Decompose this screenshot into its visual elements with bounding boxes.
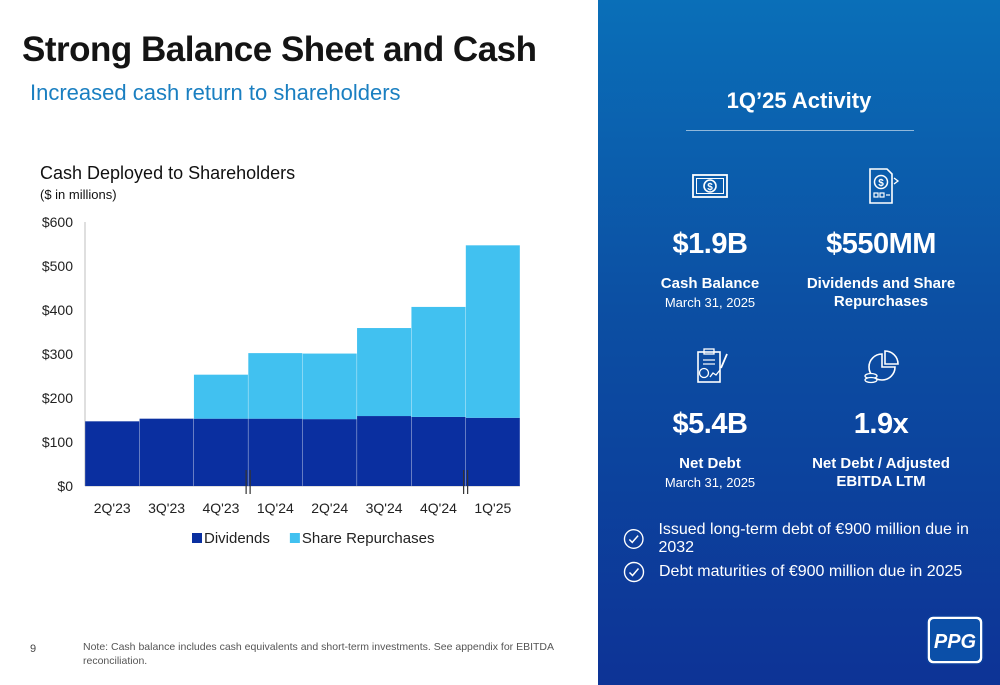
slide-subtitle: Increased cash return to shareholders	[30, 80, 401, 105]
cash-icon: $	[692, 174, 728, 198]
bar-dividends	[248, 418, 303, 486]
legend-swatch-dividends	[192, 533, 202, 543]
stat-value: $5.4B	[672, 408, 748, 440]
bar-share-repurchases	[357, 328, 412, 417]
x-tick-label: 2Q'24	[311, 500, 348, 516]
stat-value: $550MM	[826, 228, 936, 260]
x-tick-label: 3Q'24	[366, 500, 403, 516]
x-tick-label: 1Q'24	[257, 500, 294, 516]
bar-dividends	[85, 421, 140, 486]
x-tick-label: 4Q'24	[420, 500, 457, 516]
panel-title: 1Q’25 Activity	[726, 88, 872, 113]
stat-date: March 31, 2025	[664, 475, 756, 490]
bar-share-repurchases	[411, 306, 466, 417]
ratio-chart-icon	[864, 350, 899, 384]
bar-dividends	[411, 416, 466, 486]
bar-share-repurchases	[465, 245, 520, 418]
x-tick-label: 3Q'23	[148, 500, 185, 516]
bar-dividends	[302, 419, 357, 486]
bar-dividends	[465, 417, 520, 486]
y-tick-label: $0	[57, 478, 73, 494]
bullet-text: Issued long-term debt of €900 million du…	[658, 521, 969, 556]
stat-net-debt: $5.4B Net Debt March 31, 2025	[620, 346, 800, 490]
stat-cash-balance: $ $1.9B Cash Balance March 31, 2025	[620, 166, 800, 310]
stat-value: 1.9x	[853, 408, 909, 440]
x-tick-label: 4Q'23	[202, 500, 239, 516]
bar-dividends	[139, 418, 194, 486]
bar-dividends	[357, 416, 412, 486]
stat-label: Net Debt	[679, 455, 741, 472]
activity-panel: 1Q’25 Activity $ $1.9B Cash Balance Marc…	[598, 0, 1000, 685]
check-circle-icon	[623, 561, 645, 583]
stat-label: Cash Balance	[660, 275, 760, 292]
y-tick-label: $200	[42, 390, 73, 406]
stat-leverage-ratio: 1.9x Net Debt / Adjusted EBITDA LTM	[791, 346, 971, 491]
check-circle-icon	[623, 529, 644, 549]
stacked-bar-chart: $0 $100 $200 $300 $400 $500 $600 2Q'23 3Q'23 4Q'2…	[42, 214, 520, 547]
page-number: 9	[30, 643, 37, 655]
y-tick-label: $500	[42, 258, 73, 274]
bar-share-repurchases	[302, 353, 357, 420]
chart-subtitle: ($ in millions)	[40, 187, 117, 202]
y-tick-label: $400	[42, 302, 73, 318]
bar-share-repurchases	[248, 353, 303, 419]
stat-dividends-repurchases: $ $550MM Dividends and Share Repurchases	[791, 166, 971, 311]
bar-dividends	[193, 418, 248, 486]
stat-label: Net Debt / Adjusted EBITDA LTM	[812, 455, 950, 490]
stat-label: Dividends and Share Repurchases	[806, 275, 956, 310]
x-tick-label: 2Q'23	[94, 500, 131, 516]
bullet-debt-issued: Issued long-term debt of €900 million du…	[623, 521, 1000, 557]
stat-date: March 31, 2025	[664, 295, 756, 310]
bullet-text: Debt maturities of €900 million due in 2…	[659, 563, 963, 580]
bullet-debt-maturities: Debt maturities of €900 million due in 2…	[623, 561, 962, 583]
legend-label-dividends: Dividends	[204, 530, 270, 547]
y-tick-label: $300	[42, 346, 73, 362]
chart-title: Cash Deployed to Shareholders	[40, 163, 296, 183]
x-tick-label: 1Q'25	[474, 500, 511, 516]
svg-text:$: $	[878, 178, 884, 189]
dividend-document-icon: $	[869, 168, 900, 204]
debt-report-icon	[697, 348, 728, 383]
ppg-logo-icon: PPG	[926, 615, 984, 665]
svg-text:$: $	[707, 182, 713, 193]
panel-divider	[686, 130, 914, 131]
logo-text: PPG	[934, 631, 976, 653]
slide-title: Strong Balance Sheet and Cash	[22, 30, 537, 69]
legend-label-share-repurchases: Share Repurchases	[302, 530, 435, 547]
legend-swatch-share-repurchases	[289, 533, 300, 543]
y-tick-label: $600	[42, 214, 73, 230]
footnote: Note: Cash balance includes cash equival…	[83, 641, 554, 668]
y-tick-label: $100	[42, 434, 73, 450]
bar-share-repurchases	[193, 374, 248, 419]
stat-value: $1.9B	[672, 228, 748, 260]
